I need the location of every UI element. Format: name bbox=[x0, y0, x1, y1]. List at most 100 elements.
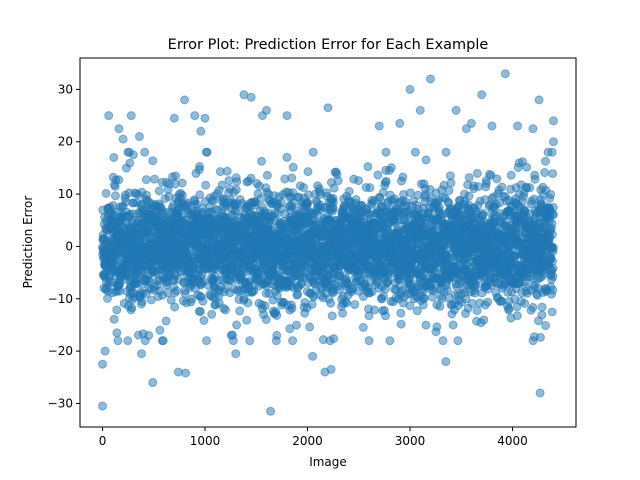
data-point bbox=[223, 167, 231, 175]
data-point bbox=[232, 186, 240, 194]
data-point bbox=[300, 184, 308, 192]
data-point bbox=[171, 303, 179, 311]
data-point bbox=[549, 286, 557, 294]
x-tick-label: 4000 bbox=[497, 434, 528, 448]
data-point bbox=[236, 307, 244, 315]
data-point bbox=[351, 301, 359, 309]
x-tick-label: 0 bbox=[99, 434, 107, 448]
data-point bbox=[162, 317, 170, 325]
data-point bbox=[422, 321, 430, 329]
data-point bbox=[196, 308, 204, 316]
outlier-point bbox=[135, 133, 143, 141]
data-point bbox=[288, 174, 296, 182]
outlier-point bbox=[263, 106, 271, 114]
data-point bbox=[330, 184, 338, 192]
data-point bbox=[202, 337, 210, 345]
data-point bbox=[196, 191, 204, 199]
data-point bbox=[548, 308, 556, 316]
data-point bbox=[283, 153, 291, 161]
data-point bbox=[124, 337, 132, 345]
data-point bbox=[473, 169, 481, 177]
data-point bbox=[200, 316, 208, 324]
data-point bbox=[548, 148, 556, 156]
outlier-point bbox=[283, 112, 291, 120]
data-point bbox=[246, 337, 254, 345]
data-point bbox=[523, 163, 531, 171]
data-point bbox=[289, 337, 297, 345]
data-point bbox=[420, 294, 428, 302]
data-point bbox=[480, 316, 488, 324]
outlier-point bbox=[416, 106, 424, 114]
data-point bbox=[196, 163, 204, 171]
outlier-point bbox=[247, 93, 255, 101]
outlier-point bbox=[182, 369, 190, 377]
data-point bbox=[113, 306, 121, 314]
data-point bbox=[422, 156, 430, 164]
y-axis-label: Prediction Error bbox=[21, 196, 35, 289]
data-point bbox=[484, 298, 492, 306]
outlier-point bbox=[327, 365, 335, 373]
data-point bbox=[439, 337, 447, 345]
data-point bbox=[339, 309, 347, 317]
data-point bbox=[365, 337, 373, 345]
outlier-point bbox=[137, 350, 145, 358]
outlier-point bbox=[115, 125, 123, 133]
outlier-point bbox=[110, 153, 118, 161]
data-point bbox=[149, 157, 157, 165]
data-point bbox=[243, 316, 251, 324]
data-point bbox=[111, 192, 119, 200]
data-point bbox=[334, 177, 342, 185]
data-point bbox=[138, 298, 146, 306]
outlier-point bbox=[197, 127, 205, 135]
outlier-point bbox=[105, 112, 113, 120]
data-point bbox=[507, 171, 515, 179]
data-point bbox=[443, 287, 451, 295]
data-point bbox=[382, 177, 390, 185]
outlier-point bbox=[156, 326, 164, 334]
data-point bbox=[354, 177, 362, 185]
data-point bbox=[173, 287, 181, 295]
outlier-point bbox=[535, 96, 543, 104]
data-point bbox=[529, 303, 537, 311]
data-point bbox=[549, 264, 557, 272]
data-point bbox=[370, 306, 378, 314]
data-point bbox=[165, 193, 173, 201]
data-point bbox=[498, 183, 506, 191]
y-tick-label: −30 bbox=[48, 396, 73, 410]
outlier-point bbox=[529, 125, 537, 133]
data-point bbox=[328, 312, 336, 320]
data-point bbox=[538, 311, 546, 319]
data-point bbox=[387, 164, 395, 172]
data-point bbox=[229, 337, 237, 345]
data-point bbox=[172, 172, 180, 180]
data-point bbox=[382, 312, 390, 320]
data-point bbox=[110, 315, 118, 323]
data-point bbox=[199, 297, 207, 305]
data-point bbox=[115, 176, 123, 184]
outlier-point bbox=[232, 350, 240, 358]
data-point bbox=[549, 170, 557, 178]
data-point bbox=[482, 179, 490, 187]
data-point bbox=[258, 157, 266, 165]
outlier-point bbox=[99, 402, 107, 410]
outlier-point bbox=[149, 379, 157, 387]
data-point bbox=[327, 299, 335, 307]
data-point bbox=[541, 169, 549, 177]
x-tick-label: 2000 bbox=[292, 434, 323, 448]
outlier-point bbox=[396, 119, 404, 127]
chart-title: Error Plot: Prediction Error for Each Ex… bbox=[168, 37, 489, 53]
outlier-point bbox=[536, 389, 544, 397]
data-point bbox=[262, 316, 270, 324]
data-point bbox=[397, 320, 405, 328]
outlier-point bbox=[375, 122, 383, 130]
data-point bbox=[273, 311, 281, 319]
outlier-point bbox=[549, 138, 557, 146]
outlier-point bbox=[514, 122, 522, 130]
data-point bbox=[294, 290, 302, 298]
data-point bbox=[289, 163, 297, 171]
y-tick-label: 30 bbox=[58, 82, 73, 96]
outlier-point bbox=[442, 358, 450, 366]
outlier-point bbox=[309, 352, 317, 360]
data-point bbox=[505, 306, 513, 314]
